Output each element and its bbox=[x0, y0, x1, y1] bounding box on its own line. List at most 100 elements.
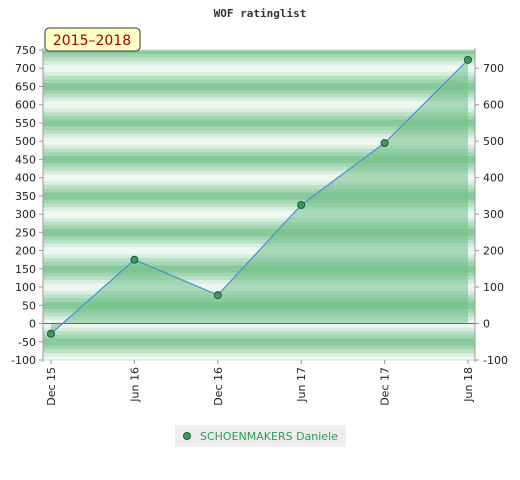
right-tick-label: 300 bbox=[483, 208, 504, 221]
grid-band bbox=[43, 192, 475, 197]
x-tick-label: Dec 15 bbox=[45, 367, 58, 406]
data-point bbox=[47, 329, 55, 338]
left-tick-label: 300 bbox=[15, 208, 36, 221]
right-tick-label: -100 bbox=[483, 354, 508, 367]
grid-band bbox=[43, 122, 475, 127]
grid-band bbox=[43, 130, 475, 135]
legend-series-name: SCHOENMAKERS Daniele bbox=[200, 430, 338, 443]
right-axis: -100 0 100 200 300 400 500 600 700 bbox=[474, 48, 508, 367]
x-tick-label: Jun 18 bbox=[462, 367, 475, 403]
grid-band bbox=[43, 71, 475, 76]
legend-box bbox=[175, 425, 346, 447]
x-tick-label: Jun 16 bbox=[128, 367, 141, 403]
grid-band bbox=[43, 101, 475, 105]
right-tick-label: 100 bbox=[483, 281, 504, 294]
x-tick-label: Jun 17 bbox=[295, 367, 308, 403]
data-point bbox=[464, 55, 472, 64]
grid-band bbox=[43, 217, 475, 222]
grid-band bbox=[43, 184, 475, 189]
grid-band bbox=[43, 338, 475, 342]
rating-line bbox=[50, 59, 469, 335]
grid-band bbox=[43, 155, 475, 160]
left-tick-label: 350 bbox=[15, 190, 36, 203]
left-tick-label: 150 bbox=[15, 263, 36, 276]
grid-band bbox=[43, 82, 475, 87]
period-label-box bbox=[44, 27, 141, 52]
left-tick-label: 450 bbox=[15, 153, 36, 166]
grid-band bbox=[43, 126, 475, 131]
grid-band bbox=[43, 214, 475, 218]
rating-area bbox=[51, 59, 468, 334]
right-tick-label: 700 bbox=[483, 62, 504, 75]
grid-band bbox=[43, 93, 475, 98]
legend: SCHOENMAKERS Daniele bbox=[175, 425, 346, 447]
grid-band bbox=[43, 225, 475, 229]
grid-band bbox=[43, 104, 475, 109]
grid-band bbox=[43, 199, 475, 204]
grid-band bbox=[43, 60, 475, 65]
period-label-text: 2015–2018 bbox=[53, 33, 131, 49]
grid-band bbox=[43, 232, 475, 237]
grid-band bbox=[43, 108, 475, 113]
grid-band bbox=[43, 243, 475, 248]
right-tick-label: 600 bbox=[483, 99, 504, 112]
left-tick-label: 400 bbox=[15, 172, 36, 185]
grid-band bbox=[43, 53, 475, 58]
data-point bbox=[213, 291, 222, 300]
grid-band bbox=[43, 330, 475, 335]
grid-band bbox=[43, 152, 475, 156]
left-tick-label: 100 bbox=[15, 281, 36, 294]
chart-title: WOF ratinglist bbox=[214, 7, 307, 20]
grid-band bbox=[43, 159, 475, 164]
left-tick-label: -100 bbox=[11, 354, 36, 367]
grid-band bbox=[43, 166, 475, 171]
left-tick-label: 650 bbox=[15, 80, 36, 93]
grid-band bbox=[43, 64, 475, 69]
x-tick-label: Dec 17 bbox=[379, 367, 392, 406]
grid-band bbox=[43, 334, 475, 339]
left-tick-label: 600 bbox=[15, 99, 36, 112]
grid-band bbox=[43, 236, 475, 240]
grid-band bbox=[43, 50, 475, 54]
grid-band bbox=[43, 239, 475, 244]
left-tick-label: 700 bbox=[15, 62, 36, 75]
grid-band bbox=[43, 203, 475, 208]
grid-band bbox=[43, 163, 475, 167]
grid-band bbox=[43, 137, 475, 142]
rating-area-fill bbox=[51, 59, 468, 334]
grid-band bbox=[43, 195, 475, 200]
grid-band bbox=[43, 228, 475, 233]
grid-band bbox=[43, 112, 475, 116]
grid-band bbox=[43, 352, 475, 357]
left-tick-label: 250 bbox=[15, 226, 36, 239]
grid-band bbox=[43, 181, 475, 186]
right-tick-label: 500 bbox=[483, 135, 504, 148]
grid-band bbox=[43, 356, 475, 361]
grid-band bbox=[43, 327, 475, 332]
grid-band bbox=[43, 170, 475, 175]
grid-band bbox=[43, 341, 475, 346]
grid-band bbox=[43, 119, 475, 124]
grid-band bbox=[43, 148, 475, 153]
left-tick-label: 750 bbox=[15, 44, 36, 57]
right-tick-label: 400 bbox=[483, 172, 504, 185]
legend-marker bbox=[183, 432, 191, 440]
grid-band bbox=[43, 188, 475, 193]
grid-band bbox=[43, 345, 475, 350]
data-point bbox=[297, 201, 306, 209]
left-axis: -100 -50 0 50 100 150 200 250 300 350 400 450 500 550… bbox=[11, 44, 44, 367]
grid-band bbox=[43, 86, 475, 91]
grid-band bbox=[43, 221, 475, 226]
x-tick-label: Dec 16 bbox=[212, 367, 225, 406]
grid-band bbox=[43, 115, 475, 120]
left-tick-label: 0 bbox=[29, 318, 36, 331]
grid-band bbox=[43, 177, 475, 182]
grid-band bbox=[43, 90, 475, 94]
left-tick-label: 50 bbox=[22, 299, 36, 312]
grid-band bbox=[43, 174, 475, 178]
rating-polyline bbox=[50, 59, 469, 335]
grid-band bbox=[43, 144, 475, 149]
grid-band bbox=[43, 79, 475, 84]
grid-band bbox=[43, 206, 475, 211]
